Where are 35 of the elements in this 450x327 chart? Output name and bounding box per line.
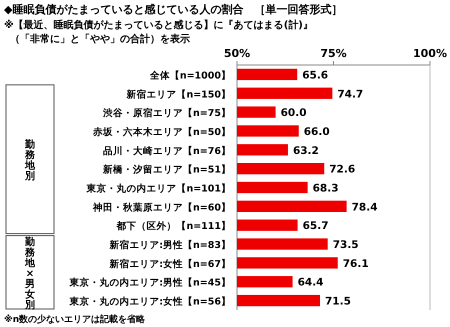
chart-subtitle: ※【最近、睡眠負債がたまっていると感じる】に『あてはまる(計)』 (4, 19, 313, 31)
data-label: 78.4 (352, 201, 378, 214)
data-label: 68.3 (312, 182, 339, 194)
data-label: 60.0 (280, 107, 307, 120)
y-tick-label: 新橋・汐留エリア【n=51】 (102, 164, 231, 176)
data-label: 64.4 (298, 276, 324, 289)
text: （「非常に」と「やや」の合計）を表示 (10, 33, 190, 45)
data-label: 63.2 (292, 144, 319, 157)
text: 勤務地別 (24, 138, 36, 182)
y-tick-label: 全体【n=1000】 (148, 69, 231, 82)
text: 勤務地×男女別 (24, 236, 36, 311)
y-tick-label: 新宿エリア:男性【n=83】 (108, 239, 231, 252)
data-label: 71.5 (324, 296, 351, 308)
y-tick-label: 東京・丸の内エリア:女性【n=56】 (68, 296, 231, 308)
data-label: 65.7 (302, 220, 329, 232)
data-label: 66.0 (304, 126, 330, 138)
chart-title: ◆睡眠負債がたまっていると感じている人の割合 ［単一回答形式］ (4, 3, 342, 16)
y-tick-label: 品川・大崎エリア【n=76】 (103, 144, 231, 157)
x-tick-label: 50% (224, 47, 250, 60)
data-label: 74.7 (337, 88, 364, 100)
y-tick-label: 東京・丸の内エリア【n=101】 (85, 182, 231, 194)
y-tick-label: 新宿エリア:女性【n=67】 (108, 258, 231, 270)
data-label: 73.5 (332, 239, 359, 252)
y-tick-label: 渋谷・原宿エリア【n=75】 (102, 107, 231, 120)
data-label: 76.1 (342, 258, 369, 270)
data-label: 65.6 (302, 69, 328, 82)
y-tick-label: 新宿エリア【n=150】 (125, 88, 231, 100)
x-tick-label: 100% (413, 47, 447, 60)
y-tick-label: 神田・秋葉原エリア【n=60】 (92, 201, 231, 214)
y-tick-label: 東京・丸の内エリア:男性【n=45】 (68, 276, 231, 289)
y-tick-label: 赤坂・六本木エリア【n=50】 (92, 126, 231, 138)
y-tick-label: 都下（区外）【n=111】 (115, 220, 231, 232)
data-label: 72.6 (329, 164, 356, 176)
text: ※n数の少ないエリアは記載を省略 (4, 314, 146, 325)
x-tick-label: 75% (320, 47, 347, 60)
